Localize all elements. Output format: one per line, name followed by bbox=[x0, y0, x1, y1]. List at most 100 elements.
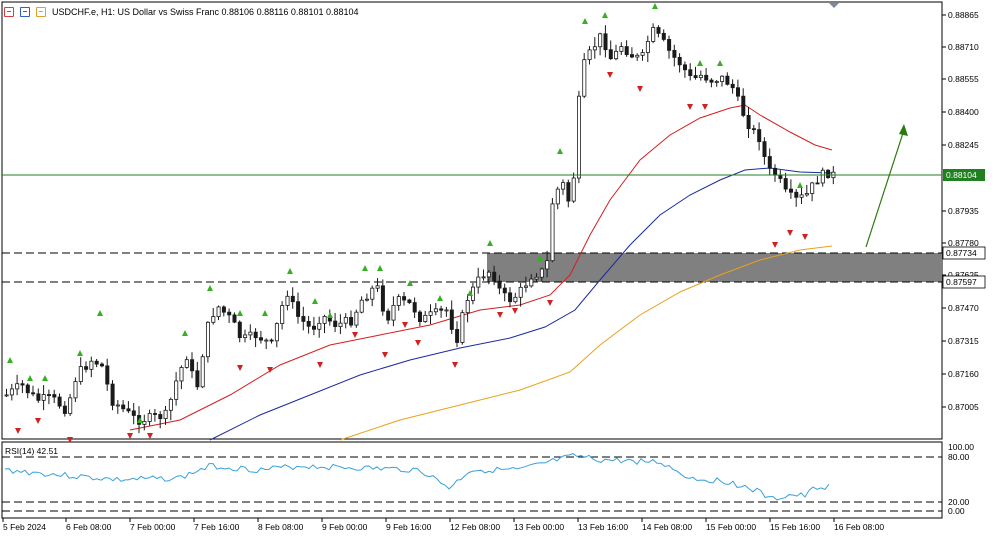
candle-body[interactable] bbox=[386, 310, 391, 321]
candle-body[interactable] bbox=[815, 182, 820, 185]
candle-body[interactable] bbox=[253, 331, 258, 339]
candle-body[interactable] bbox=[545, 260, 550, 270]
candle-body[interactable] bbox=[174, 380, 179, 400]
candle-body[interactable] bbox=[555, 188, 560, 205]
candle-body[interactable] bbox=[444, 309, 449, 312]
candle-body[interactable] bbox=[200, 356, 205, 388]
candle-body[interactable] bbox=[280, 305, 285, 325]
candle-body[interactable] bbox=[195, 370, 200, 388]
candle-body[interactable] bbox=[322, 316, 327, 324]
candle-body[interactable] bbox=[380, 285, 385, 312]
trend-arrow-line[interactable] bbox=[865, 129, 905, 248]
candle-body[interactable] bbox=[232, 314, 237, 323]
candle-body[interactable] bbox=[158, 414, 163, 420]
candle-body[interactable] bbox=[47, 394, 52, 396]
candle-body[interactable] bbox=[810, 182, 815, 194]
ma-fast-line[interactable] bbox=[129, 104, 833, 431]
candle-body[interactable] bbox=[190, 359, 195, 372]
candle-body[interactable] bbox=[364, 298, 369, 301]
candle-body[interactable] bbox=[375, 285, 380, 289]
candle-body[interactable] bbox=[343, 317, 348, 324]
candle-body[interactable] bbox=[508, 292, 513, 303]
candle-body[interactable] bbox=[783, 178, 788, 190]
candle-body[interactable] bbox=[486, 271, 491, 278]
candle-body[interactable] bbox=[216, 306, 221, 317]
candle-body[interactable] bbox=[402, 296, 407, 301]
candle-body[interactable] bbox=[147, 413, 152, 422]
candle-body[interactable] bbox=[428, 311, 433, 316]
candle-body[interactable] bbox=[773, 167, 778, 176]
candle-body[interactable] bbox=[391, 304, 396, 321]
candle-body[interactable] bbox=[704, 74, 709, 81]
candle-body[interactable] bbox=[736, 87, 741, 97]
candle-body[interactable] bbox=[778, 174, 783, 179]
chart-shift-marker-icon[interactable] bbox=[829, 3, 839, 8]
candle-body[interactable] bbox=[311, 325, 316, 330]
candle-body[interactable] bbox=[423, 314, 428, 323]
candle-body[interactable] bbox=[550, 203, 555, 262]
candle-body[interactable] bbox=[94, 360, 99, 365]
candle-body[interactable] bbox=[683, 64, 688, 71]
candle-body[interactable] bbox=[163, 409, 168, 420]
candle-body[interactable] bbox=[460, 312, 465, 343]
candle-body[interactable] bbox=[587, 49, 592, 61]
candle-body[interactable] bbox=[31, 392, 36, 395]
candle-body[interactable] bbox=[62, 405, 67, 414]
candle-body[interactable] bbox=[667, 39, 672, 51]
candle-body[interactable] bbox=[248, 331, 253, 336]
candle-body[interactable] bbox=[513, 296, 518, 303]
candle-body[interactable] bbox=[534, 276, 539, 280]
candle-body[interactable] bbox=[301, 316, 306, 322]
candle-body[interactable] bbox=[709, 79, 714, 83]
candle-body[interactable] bbox=[25, 384, 30, 394]
candle-body[interactable] bbox=[237, 321, 242, 339]
candle-body[interactable] bbox=[338, 322, 343, 327]
candle-body[interactable] bbox=[211, 316, 216, 323]
candle-body[interactable] bbox=[269, 339, 274, 342]
candle-body[interactable] bbox=[152, 413, 157, 415]
ma-slow-line[interactable] bbox=[339, 245, 833, 441]
candle-body[interactable] bbox=[20, 383, 25, 386]
candle-body[interactable] bbox=[121, 404, 126, 410]
candle-body[interactable] bbox=[370, 287, 375, 300]
candle-body[interactable] bbox=[52, 394, 57, 398]
candle-body[interactable] bbox=[296, 301, 301, 317]
candle-body[interactable] bbox=[656, 27, 661, 34]
candle-body[interactable] bbox=[518, 286, 523, 298]
candle-body[interactable] bbox=[799, 194, 804, 198]
candle-body[interactable] bbox=[131, 410, 136, 416]
candle-body[interactable] bbox=[635, 54, 640, 58]
candle-body[interactable] bbox=[651, 27, 656, 42]
candle-body[interactable] bbox=[68, 397, 73, 414]
candle-body[interactable] bbox=[730, 83, 735, 89]
candle-body[interactable] bbox=[751, 128, 756, 131]
candle-body[interactable] bbox=[529, 278, 534, 287]
candle-body[interactable] bbox=[105, 365, 110, 385]
candle-body[interactable] bbox=[449, 309, 454, 330]
candle-body[interactable] bbox=[820, 169, 825, 184]
candle-body[interactable] bbox=[115, 404, 120, 407]
candle-body[interactable] bbox=[767, 156, 772, 169]
candle-body[interactable] bbox=[677, 57, 682, 66]
candle-body[interactable] bbox=[126, 408, 131, 412]
candle-body[interactable] bbox=[757, 129, 762, 143]
trend-arrow-icon[interactable] bbox=[899, 124, 908, 136]
candle-body[interactable] bbox=[661, 32, 666, 40]
candle-body[interactable] bbox=[290, 295, 295, 303]
candle-body[interactable] bbox=[359, 299, 364, 313]
candle-body[interactable] bbox=[258, 337, 263, 341]
candle-body[interactable] bbox=[582, 59, 587, 97]
candle-body[interactable] bbox=[524, 285, 529, 288]
candle-body[interactable] bbox=[497, 280, 502, 289]
candle-body[interactable] bbox=[539, 268, 544, 278]
candle-body[interactable] bbox=[725, 75, 730, 85]
candle-body[interactable] bbox=[349, 317, 354, 326]
candle-body[interactable] bbox=[396, 296, 401, 306]
candle-body[interactable] bbox=[672, 49, 677, 58]
candle-body[interactable] bbox=[142, 421, 147, 425]
candle-body[interactable] bbox=[36, 393, 41, 401]
candle-body[interactable] bbox=[561, 182, 566, 190]
candle-body[interactable] bbox=[608, 49, 613, 60]
candle-body[interactable] bbox=[630, 54, 635, 58]
